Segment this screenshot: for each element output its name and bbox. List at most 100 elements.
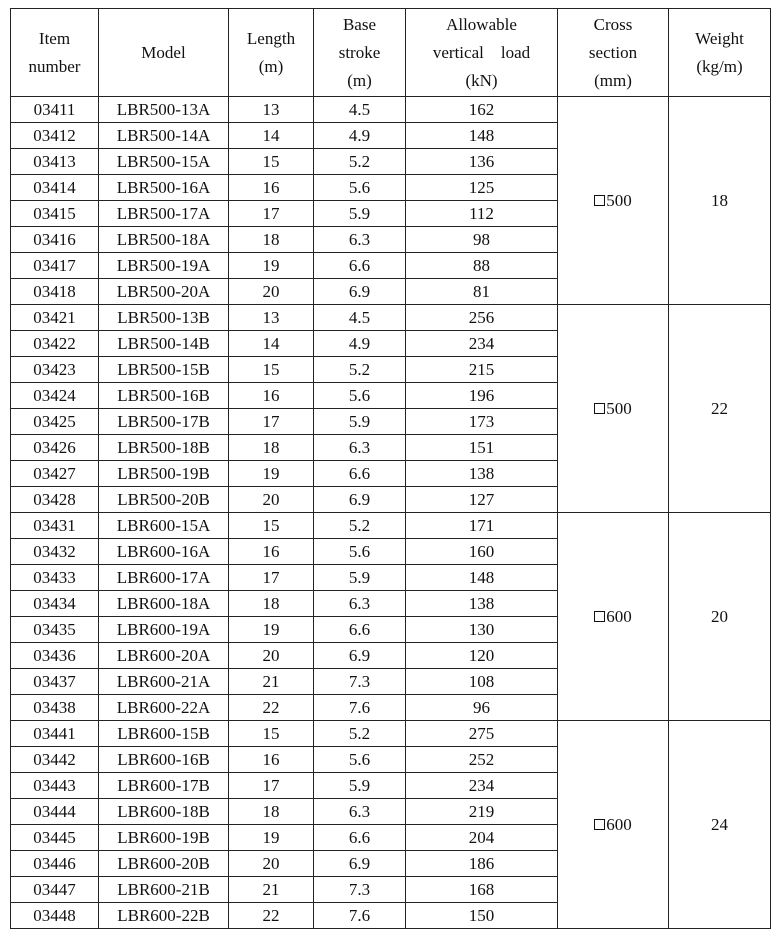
cell-model: LBR600-21B (98, 876, 229, 903)
cell-item-number: 03433 (10, 564, 99, 591)
cell-allowable-load: 204 (405, 824, 558, 851)
cell-allowable-load: 150 (405, 902, 558, 929)
cell-base-stroke: 5.2 (313, 720, 406, 747)
cell-item-number: 03415 (10, 200, 99, 227)
cell-allowable-load: 256 (405, 304, 558, 331)
header-item-number: Item number (10, 8, 99, 97)
specification-table: Item number Model Length (m) Base stroke (m) All… (10, 8, 771, 929)
cell-model: LBR500-13A (98, 96, 229, 123)
cross-section-value: 500 (606, 191, 632, 210)
cell-item-number: 03437 (10, 668, 99, 695)
cell-model: LBR500-17A (98, 200, 229, 227)
cross-section-value: 500 (606, 399, 632, 418)
cell-allowable-load: 215 (405, 356, 558, 383)
cell-allowable-load: 186 (405, 850, 558, 877)
cell-item-number: 03428 (10, 486, 99, 513)
cell-length: 14 (228, 330, 314, 357)
cell-model: LBR500-17B (98, 408, 229, 435)
table-row: 03424 LBR500-16B 16 5.6 196 (10, 382, 771, 409)
cell-allowable-load: 173 (405, 408, 558, 435)
cell-length: 22 (228, 694, 314, 721)
cell-model: LBR500-18A (98, 226, 229, 253)
cell-item-number: 03447 (10, 876, 99, 903)
header-line: stroke (338, 42, 381, 62)
cell-model: LBR600-21A (98, 668, 229, 695)
cell-model: LBR600-19B (98, 824, 229, 851)
cell-allowable-load: 160 (405, 538, 558, 565)
cell-length: 17 (228, 408, 314, 435)
header-model: Model (98, 8, 229, 97)
cell-base-stroke: 5.6 (313, 538, 406, 565)
cell-length: 17 (228, 564, 314, 591)
table-row: 03434 LBR600-18A 18 6.3 138 (10, 590, 771, 617)
cell-base-stroke: 6.9 (313, 486, 406, 513)
cell-allowable-load: 219 (405, 798, 558, 825)
cell-allowable-load: 130 (405, 616, 558, 643)
header-base-stroke: Base stroke (m) (313, 8, 406, 97)
cell-allowable-load: 148 (405, 564, 558, 591)
cell-item-number: 03445 (10, 824, 99, 851)
cell-item-number: 03413 (10, 148, 99, 175)
header-line: Length (246, 28, 296, 48)
header-line: Item (38, 28, 71, 48)
cell-allowable-load: 138 (405, 590, 558, 617)
cell-length: 15 (228, 720, 314, 747)
cell-allowable-load: 196 (405, 382, 558, 409)
cell-length: 16 (228, 382, 314, 409)
cell-length: 21 (228, 876, 314, 903)
cell-base-stroke: 6.6 (313, 616, 406, 643)
cell-allowable-load: 108 (405, 668, 558, 695)
header-line: section (588, 42, 638, 62)
header-line: vertical load (432, 42, 531, 62)
cell-item-number: 03423 (10, 356, 99, 383)
cell-base-stroke: 6.6 (313, 824, 406, 851)
cell-item-number: 03427 (10, 460, 99, 487)
table-row: 03421 LBR500-13B 13 4.5 256 500 22 (10, 304, 771, 513)
header-line: (kN) (465, 70, 498, 90)
cell-allowable-load: 162 (405, 96, 558, 123)
cell-model: LBR600-22B (98, 902, 229, 929)
cell-base-stroke: 5.9 (313, 200, 406, 227)
cell-cross-section: 500 (557, 96, 669, 305)
cell-model: LBR600-16A (98, 538, 229, 565)
cell-model: LBR600-15A (98, 512, 229, 539)
table-row: 03417 LBR500-19A 19 6.6 88 (10, 252, 771, 279)
cell-item-number: 03448 (10, 902, 99, 929)
cell-allowable-load: 151 (405, 434, 558, 461)
cell-model: LBR600-22A (98, 694, 229, 721)
cell-length: 14 (228, 122, 314, 149)
cell-base-stroke: 5.9 (313, 772, 406, 799)
cell-length: 19 (228, 824, 314, 851)
cell-allowable-load: 136 (405, 148, 558, 175)
cell-base-stroke: 6.9 (313, 278, 406, 305)
cell-length: 20 (228, 486, 314, 513)
cell-item-number: 03412 (10, 122, 99, 149)
cell-allowable-load: 88 (405, 252, 558, 279)
cell-model: LBR600-20B (98, 850, 229, 877)
cell-model: LBR600-17B (98, 772, 229, 799)
cell-base-stroke: 5.6 (313, 746, 406, 773)
cell-allowable-load: 138 (405, 460, 558, 487)
table-row: 03412 LBR500-14A 14 4.9 148 (10, 122, 771, 149)
cell-item-number: 03432 (10, 538, 99, 565)
cell-item-number: 03441 (10, 720, 99, 747)
cell-cross-section: 600 (557, 512, 669, 721)
cell-base-stroke: 5.2 (313, 356, 406, 383)
cell-item-number: 03422 (10, 330, 99, 357)
cell-base-stroke: 6.3 (313, 434, 406, 461)
cell-length: 21 (228, 668, 314, 695)
table-row: 03446 LBR600-20B 20 6.9 186 (10, 850, 771, 877)
square-section-icon (594, 403, 606, 414)
cell-item-number: 03442 (10, 746, 99, 773)
table-row: 03442 LBR600-16B 16 5.6 252 (10, 746, 771, 773)
cell-item-number: 03438 (10, 694, 99, 721)
table-row: 03444 LBR600-18B 18 6.3 219 (10, 798, 771, 825)
cell-model: LBR600-16B (98, 746, 229, 773)
cell-base-stroke: 7.6 (313, 694, 406, 721)
cell-item-number: 03436 (10, 642, 99, 669)
cell-base-stroke: 7.6 (313, 902, 406, 929)
header-weight: Weight (kg/m) (668, 8, 771, 97)
header-line: (m) (258, 56, 284, 76)
cell-model: LBR500-16A (98, 174, 229, 201)
cell-allowable-load: 168 (405, 876, 558, 903)
